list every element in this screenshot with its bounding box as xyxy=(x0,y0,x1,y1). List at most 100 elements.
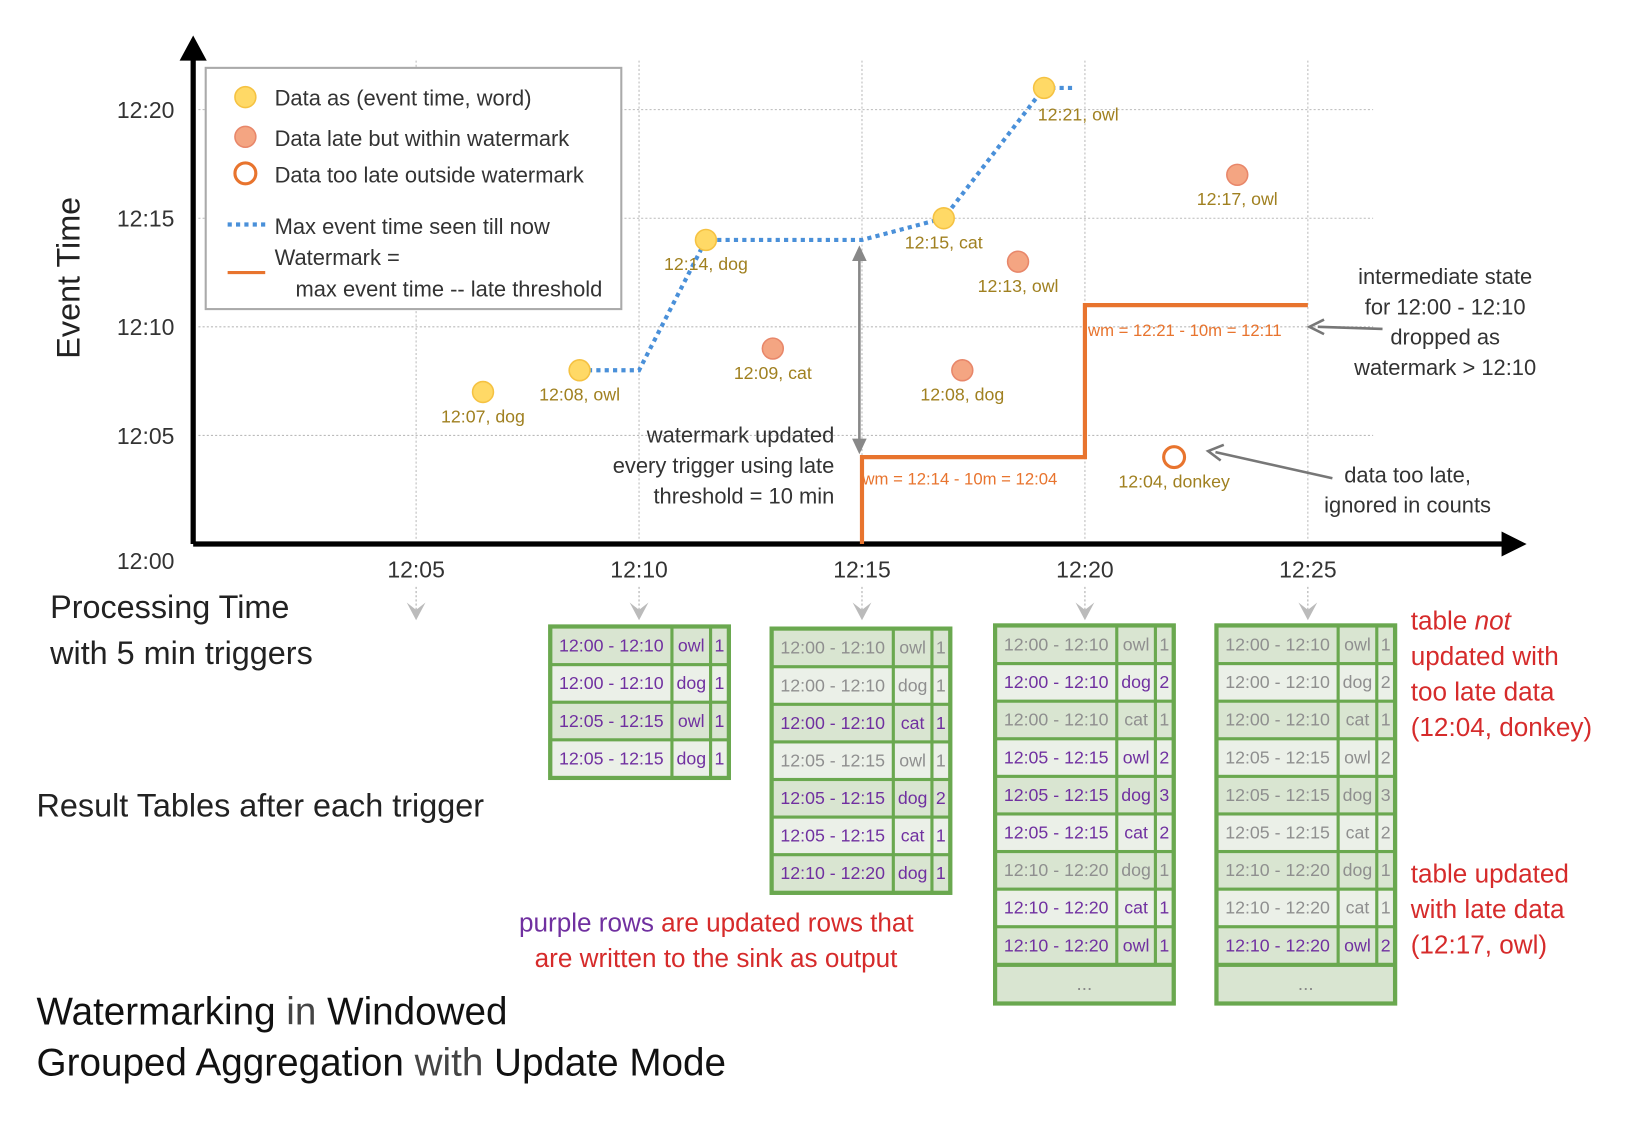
word-cell: cat xyxy=(1339,890,1376,926)
window-cell: 12:00 - 12:10 xyxy=(1218,627,1337,663)
note-purple-rows: purple rows are updated rows that are wr… xyxy=(519,905,914,976)
window-cell: 12:05 - 12:15 xyxy=(552,741,671,776)
data-point-on-time xyxy=(471,380,495,404)
window-cell: 12:00 - 12:10 xyxy=(773,668,892,703)
table-row: 12:05 - 12:15 dog 3 xyxy=(1218,777,1393,813)
window-cell: 12:00 - 12:10 xyxy=(773,630,892,666)
window-cell: 12:10 - 12:20 xyxy=(997,853,1116,888)
too-late-arrow xyxy=(1215,450,1333,480)
word-cell: owl xyxy=(1339,928,1376,963)
count-cell: 1 xyxy=(933,818,949,854)
data-point-label: 12:14, dog xyxy=(664,254,748,274)
window-cell: 12:10 - 12:20 xyxy=(773,856,892,891)
y-axis-label: Event Time xyxy=(50,197,86,359)
result-tables-label: Result Tables after each trigger xyxy=(36,787,484,824)
table-row: 12:00 - 12:10 cat 1 xyxy=(773,705,949,741)
note-line: updated with xyxy=(1410,642,1559,672)
note-line: watermark updated xyxy=(646,423,835,448)
arrow-down-icon xyxy=(852,438,867,455)
legend-on-time-icon xyxy=(234,85,257,109)
legend-too-late-icon xyxy=(233,161,258,186)
count-cell: 2 xyxy=(1378,815,1393,850)
word-cell: owl xyxy=(894,743,931,778)
data-point-label: 12:09, cat xyxy=(734,363,812,383)
window-cell: 12:00 - 12:10 xyxy=(1218,665,1337,700)
result-table-1215: 12:00 - 12:10 owl 1 12:00 - 12:10 dog 1 12:00 … xyxy=(769,626,953,895)
word-cell: owl xyxy=(1118,627,1154,663)
window-cell: 12:00 - 12:10 xyxy=(997,627,1116,663)
data-point-on-time xyxy=(932,207,955,230)
word-cell: dog xyxy=(1118,777,1154,813)
table-row: 12:00 - 12:10 dog 1 xyxy=(773,668,949,703)
window-cell: 12:05 - 12:15 xyxy=(1218,815,1337,850)
title-part: Watermarking xyxy=(36,989,276,1033)
word-cell: dog xyxy=(894,781,931,816)
count-cell: 1 xyxy=(933,630,949,666)
legend-late: Data late but within watermark xyxy=(275,126,570,151)
data-point-label: 12:13, owl xyxy=(978,276,1059,296)
window-cell: 12:00 - 12:10 xyxy=(773,705,892,741)
watermark-line xyxy=(859,303,1308,545)
word-cell: owl xyxy=(673,703,710,739)
table-row: 12:05 - 12:15 cat 2 xyxy=(997,815,1172,850)
window-cell: 12:05 - 12:15 xyxy=(997,740,1116,775)
note-line: every trigger using late xyxy=(613,453,835,478)
data-point-label: 12:08, owl xyxy=(539,385,620,405)
x-axis-arrow-icon xyxy=(1501,531,1527,557)
count-cell: 1 xyxy=(933,668,949,703)
table-row: 12:10 - 12:20 dog 1 xyxy=(773,856,949,891)
word-cell: cat xyxy=(1339,815,1376,850)
window-cell: 12:10 - 12:20 xyxy=(997,890,1116,926)
count-cell: 1 xyxy=(1378,890,1393,926)
count-cell: 1 xyxy=(933,743,949,778)
count-cell: 2 xyxy=(933,781,949,816)
word-cell: owl xyxy=(1339,740,1376,775)
table-row: 12:05 - 12:15 dog 3 xyxy=(997,777,1172,813)
word-cell: cat xyxy=(894,818,931,854)
count-cell: 1 xyxy=(1378,853,1393,888)
data-point-label: 12:08, dog xyxy=(920,385,1004,405)
table-row: 12:05 - 12:15 owl 1 xyxy=(552,703,727,739)
word-cell: owl xyxy=(894,630,931,666)
count-cell: 1 xyxy=(933,856,949,891)
window-cell: 12:05 - 12:15 xyxy=(773,743,892,778)
data-point-label: 12:21, owl xyxy=(1038,104,1119,124)
note-line: data too late, xyxy=(1344,462,1471,487)
data-point-label: 12:04, donkey xyxy=(1118,471,1230,491)
note-line: table updated xyxy=(1410,859,1569,889)
word-cell: dog xyxy=(673,741,710,776)
window-cell: 12:00 - 12:10 xyxy=(1218,702,1337,738)
more-rows-indicator: ... xyxy=(997,966,1172,1002)
x-axis-sublabel: with 5 min triggers xyxy=(50,634,313,672)
word-cell: owl xyxy=(673,628,710,664)
word-cell: dog xyxy=(894,668,931,703)
table-row: 12:10 - 12:20 owl 1 xyxy=(997,928,1172,963)
trigger-arrow-icon xyxy=(406,602,426,621)
x-tick-label: 12:15 xyxy=(833,556,890,582)
title-part: Grouped Aggregation xyxy=(36,1041,404,1084)
note-text: table xyxy=(1410,606,1475,636)
table-row: 12:05 - 12:15 owl 1 xyxy=(773,743,949,778)
word-cell: dog xyxy=(894,856,931,891)
table-row: 12:10 - 12:20 dog 1 xyxy=(1218,853,1393,888)
data-point-on-time xyxy=(694,228,718,252)
legend: Data as (event time, word) Data late but… xyxy=(204,66,623,311)
word-cell: cat xyxy=(894,705,931,741)
window-cell: 12:05 - 12:15 xyxy=(552,703,671,739)
note-line: too late data xyxy=(1410,677,1555,707)
table-row: 12:00 - 12:10 dog 2 xyxy=(1218,665,1393,700)
word-cell: dog xyxy=(1339,665,1376,700)
note-emphasis: not xyxy=(1474,606,1511,636)
trigger-arrow-icon xyxy=(852,602,872,621)
count-cell: 2 xyxy=(1156,815,1172,850)
word-cell: owl xyxy=(1118,740,1154,775)
title-part: with xyxy=(403,1041,495,1084)
window-cell: 12:00 - 12:10 xyxy=(552,628,671,664)
word-cell: cat xyxy=(1339,702,1376,738)
arrow-left-icon xyxy=(1205,443,1225,462)
y-tick-label: 12:15 xyxy=(117,206,174,232)
data-point-label: 12:07, dog xyxy=(441,406,525,426)
trigger-arrow-icon xyxy=(629,602,649,621)
y-tick-labels: 12:00 12:05 12:10 12:15 12:20 xyxy=(117,97,174,574)
